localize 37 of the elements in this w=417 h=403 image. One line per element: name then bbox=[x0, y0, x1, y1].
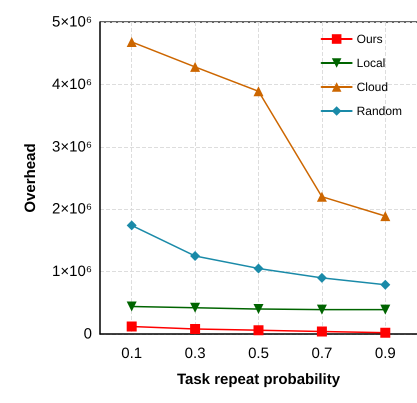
y-tick-label: 1×10⁶ bbox=[52, 263, 92, 280]
point bbox=[190, 62, 200, 72]
x-tick-label: 0.9 bbox=[374, 345, 396, 362]
point bbox=[126, 36, 137, 47]
x-tick-label: 0.5 bbox=[248, 345, 269, 362]
y-tick-label: 2×10⁶ bbox=[52, 200, 92, 218]
legend-label: Ours bbox=[356, 32, 383, 46]
point bbox=[254, 263, 264, 274]
point bbox=[316, 326, 327, 337]
y-tick-label: 0 bbox=[84, 326, 92, 342]
x-axis-title: Task repeat probability bbox=[176, 371, 341, 388]
point bbox=[126, 322, 137, 332]
point bbox=[190, 251, 200, 261]
point bbox=[380, 280, 390, 290]
point bbox=[126, 220, 137, 230]
point bbox=[190, 324, 200, 334]
legend-label: Random bbox=[356, 104, 402, 118]
legend-label: Local bbox=[356, 56, 386, 70]
point bbox=[316, 304, 327, 315]
point bbox=[254, 304, 264, 314]
point bbox=[190, 302, 200, 313]
x-tick-label: 0.7 bbox=[311, 345, 332, 362]
y-tick-label: 5×10⁶ bbox=[52, 14, 92, 30]
y-tick-label: 3×10⁶ bbox=[52, 138, 92, 156]
legend-label: Cloud bbox=[356, 80, 388, 94]
point bbox=[380, 328, 390, 338]
y-tick-label: 4×10⁶ bbox=[52, 76, 92, 93]
x-tick-label: 0.3 bbox=[184, 345, 206, 362]
point bbox=[254, 325, 264, 336]
y-axis-title: Overhead bbox=[22, 143, 39, 213]
point bbox=[126, 302, 137, 312]
point bbox=[380, 304, 390, 315]
point bbox=[316, 192, 327, 202]
point bbox=[380, 211, 390, 222]
point bbox=[316, 272, 327, 283]
point bbox=[254, 86, 264, 96]
x-tick-label: 0.1 bbox=[121, 345, 142, 362]
